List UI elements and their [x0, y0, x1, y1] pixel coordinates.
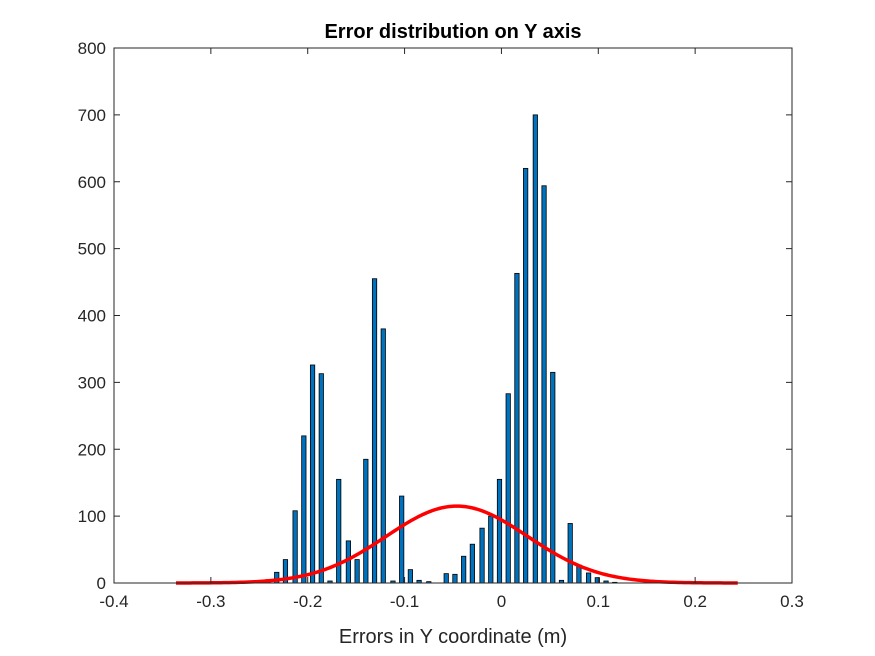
y-tick-label: 300 [78, 373, 106, 392]
histogram-bar [407, 569, 413, 584]
histogram-bar [309, 364, 316, 584]
chart-title: Error distribution on Y axis [324, 21, 581, 43]
x-tick-label: 0.2 [683, 592, 707, 611]
histogram-bar [452, 573, 458, 584]
histogram-bar [496, 478, 503, 584]
plot-background [114, 48, 792, 583]
histogram-bar [371, 278, 378, 584]
histogram-bar [469, 543, 475, 584]
histogram-bar [443, 573, 449, 584]
histogram-bars [265, 114, 618, 584]
x-tick-label: 0.3 [780, 592, 804, 611]
y-tick-label: 600 [78, 173, 106, 192]
fit-curve-group [175, 504, 738, 585]
histogram-bar [479, 527, 485, 584]
histogram-bar [567, 523, 573, 584]
x-tick-label: -0.3 [196, 592, 225, 611]
y-tick-label: 700 [78, 106, 106, 125]
histogram-bar [363, 458, 369, 584]
y-tick-label: 400 [78, 307, 106, 326]
y-tick-label: 100 [78, 507, 106, 526]
histogram-bar [514, 272, 520, 584]
normal-fit-curve [175, 504, 738, 585]
histogram-bar [594, 577, 600, 584]
histogram-bar [380, 328, 386, 584]
y-tick-label: 500 [78, 240, 106, 259]
histogram-bar [318, 373, 324, 584]
x-axis-ticks: -0.4 -0.3 -0.2 -0.1 0 0.1 0.2 0.3 [99, 48, 804, 611]
histogram-bar [586, 572, 592, 584]
x-axis-title: Errors in Y coordinate (m) [339, 626, 567, 648]
histogram-bar [336, 478, 342, 584]
histogram-bar [292, 510, 298, 584]
x-tick-label: 0 [497, 592, 506, 611]
histogram-bar [505, 393, 511, 584]
y-tick-label: 800 [78, 39, 106, 58]
histogram-bar [488, 515, 494, 584]
histogram-bar [354, 559, 360, 584]
y-tick-label: 200 [78, 440, 106, 459]
x-tick-label: -0.1 [390, 592, 419, 611]
histogram-bar [461, 555, 467, 584]
x-tick-label: 0.1 [586, 592, 610, 611]
histogram-bar [541, 185, 547, 584]
y-axis-ticks: 0 100 200 300 400 500 600 700 800 [78, 39, 792, 593]
histogram-bar [399, 495, 405, 584]
histogram-bar [523, 167, 529, 584]
y-tick-label: 0 [97, 574, 106, 593]
x-tick-label: -0.2 [293, 592, 322, 611]
x-tick-label: -0.4 [99, 592, 128, 611]
histogram-bar [301, 435, 307, 584]
histogram-bar [532, 114, 538, 584]
